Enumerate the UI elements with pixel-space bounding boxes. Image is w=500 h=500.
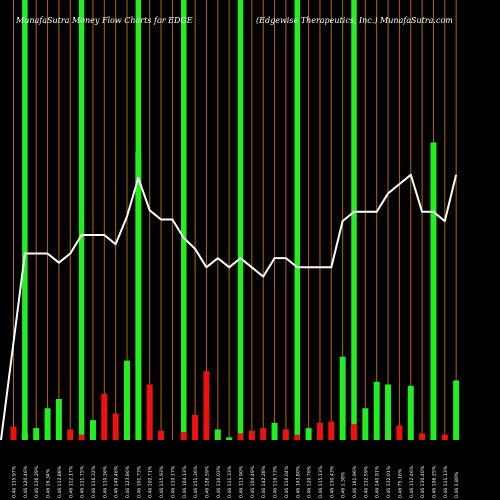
volume-bar xyxy=(67,429,74,440)
highlight-column xyxy=(78,0,85,440)
x-tick-label: 0.46 16.34% xyxy=(46,468,52,498)
x-tick-label: 0.46 126.59% xyxy=(204,465,210,498)
volume-bar xyxy=(328,421,335,440)
volume-bar xyxy=(10,426,17,440)
highlight-column xyxy=(22,0,28,440)
money-flow-line xyxy=(0,173,458,441)
x-tick-label: 0.46 130.40% xyxy=(420,465,426,498)
volume-bar xyxy=(226,437,233,440)
x-tick-label: 0.46 101.73% xyxy=(136,465,142,498)
x-tick-label: 0.46 106.25% xyxy=(431,465,437,498)
x-tick-label: 0.46 112.88% xyxy=(57,465,63,498)
x-tick-label: 0.46 136.29% xyxy=(34,465,40,498)
x-tick-label: 0.46 110.03% xyxy=(216,465,222,498)
volume-bar xyxy=(316,422,323,440)
volume-bar xyxy=(158,430,165,440)
volume-bar xyxy=(339,356,346,440)
volume-bar xyxy=(180,432,187,440)
x-tick-label: 0.46 120.76% xyxy=(307,465,313,498)
volume-bar xyxy=(294,434,301,440)
highlight-column xyxy=(237,0,244,440)
volume-bar xyxy=(44,408,51,440)
x-tick-label: 0.46 1.38% xyxy=(341,471,347,498)
volume-bar xyxy=(89,420,96,440)
volume-bar xyxy=(248,430,255,440)
volume-bars xyxy=(10,0,460,440)
volume-bar xyxy=(351,424,357,440)
x-tick-label: 0.46 143.80% xyxy=(295,465,301,498)
x-tick-label: 0.46 115.13% xyxy=(318,465,324,498)
volume-bar xyxy=(192,414,199,440)
volume-bar xyxy=(407,385,414,440)
volume-bar xyxy=(214,429,221,440)
x-tick-labels: 0.46 135.97% 0.46 120.46% 0.46 136.29% 0.46… xyxy=(12,465,461,498)
chart-title-right: (Edgewise Therapeutics, Inc.) MunafaSutr… xyxy=(256,16,453,25)
volume-bar xyxy=(33,428,40,440)
x-tick-label: 0.46 112.46% xyxy=(409,465,415,498)
x-tick-label: 0.46 110.36% xyxy=(102,465,108,498)
volume-bar xyxy=(282,429,289,440)
x-tick-label: 0.46 123.86% xyxy=(125,465,131,498)
highlight-column xyxy=(294,0,300,440)
x-tick-label: 0.46 135.97% xyxy=(12,465,18,498)
highlight-column xyxy=(181,0,187,440)
x-tick-label: 0.46 111.33% xyxy=(227,465,233,498)
x-tick-label: 0.46 132.59% xyxy=(363,465,369,498)
volume-bar xyxy=(453,380,460,440)
volume-bar xyxy=(112,413,119,440)
x-tick-label: 0.46 119.73% xyxy=(273,465,279,498)
x-tick-label: 0.46 112.17% xyxy=(68,465,74,498)
volume-bar xyxy=(373,381,380,440)
volume-bar xyxy=(260,428,267,440)
x-tick-label: 0.46 115.93% xyxy=(159,465,165,498)
x-tick-label: 0.46 111.75% xyxy=(80,465,86,498)
money-flow-line-group xyxy=(0,173,458,441)
volume-bar xyxy=(419,433,426,440)
volume-bar xyxy=(203,371,210,440)
volume-bar xyxy=(271,422,278,440)
volume-bar xyxy=(385,384,392,440)
x-tick-label: 0.46 120.46% xyxy=(23,465,29,498)
chart-title-left: MunafaSutra Money Flow Charts for EDGE xyxy=(16,16,193,25)
volume-bar xyxy=(124,360,130,440)
x-tick-label: 0.46 104.13% xyxy=(182,465,188,498)
volume-bar xyxy=(237,433,244,440)
x-tick-label: 0.46 116.04% xyxy=(284,465,290,498)
volume-bar xyxy=(101,393,108,440)
x-tick-label: 0.46 140.91% xyxy=(375,465,381,498)
x-tick-label: 0.46 104.49% xyxy=(250,465,256,498)
highlight-column xyxy=(351,0,357,440)
volume-bar xyxy=(146,384,153,440)
x-tick-label: 0.46 116.32% xyxy=(91,465,97,498)
volume-bar xyxy=(78,434,85,440)
volume-bar xyxy=(362,408,369,440)
x-tick-label: 0.46 130.43% xyxy=(329,465,335,498)
volume-bar xyxy=(55,399,62,440)
x-tick-label: 0.46 1.80% xyxy=(454,471,460,498)
x-tick-label: 0.46 111.13% xyxy=(443,465,449,498)
x-tick-label: 0.46 151.36% xyxy=(193,465,199,498)
x-tick-label: 0.46 132.01% xyxy=(386,465,392,498)
x-tick-label: 0.46 142.28% xyxy=(261,465,267,498)
x-tick-label: 0.46 161.96% xyxy=(352,465,358,498)
x-tick-label: 0.46 110.17% xyxy=(170,465,176,498)
x-tick-label: 0.46 75.16% xyxy=(397,468,403,498)
x-tick-label: 0.46 113.90% xyxy=(239,465,245,498)
x-tick-label: 0.46 102.71% xyxy=(148,465,154,498)
x-tick-label: 0.46 149.46% xyxy=(114,465,120,498)
volume-bar xyxy=(21,433,28,440)
volume-bar xyxy=(135,151,142,440)
volume-bar xyxy=(396,425,403,440)
volume-bar xyxy=(441,434,448,440)
volume-bar xyxy=(305,428,312,440)
volume-bar xyxy=(430,142,437,440)
